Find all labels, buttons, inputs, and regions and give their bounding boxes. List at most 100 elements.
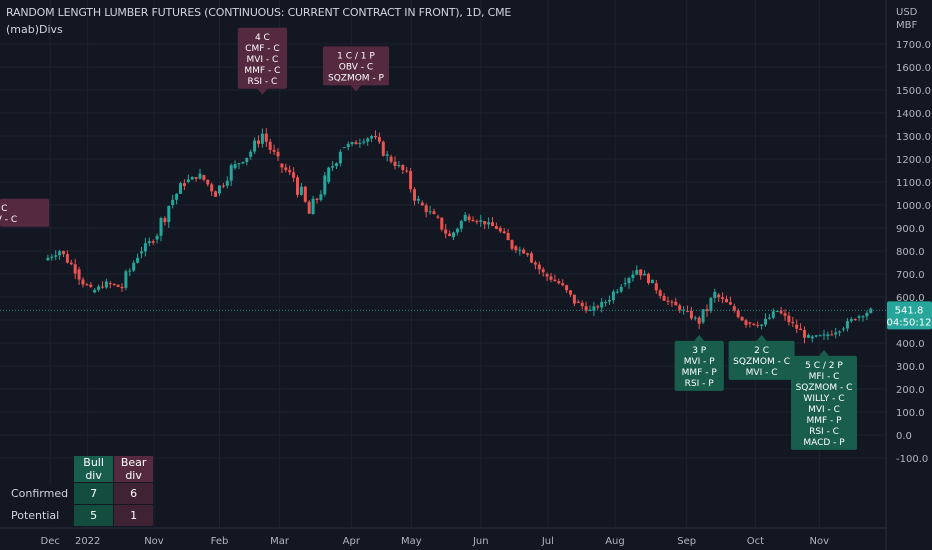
- candle: [444, 223, 448, 239]
- candle: [62, 250, 65, 258]
- candle: [689, 307, 693, 321]
- candle-body: [455, 228, 459, 233]
- label-pointer: [694, 334, 705, 341]
- candle-body: [689, 310, 693, 319]
- candle-body: [693, 317, 697, 319]
- grid-lines: [0, 0, 886, 528]
- candle: [709, 296, 713, 314]
- candle: [565, 284, 569, 293]
- candle-body: [604, 301, 608, 303]
- candle: [611, 289, 615, 304]
- candle: [791, 316, 795, 328]
- candle-body: [452, 232, 455, 238]
- candle: [713, 288, 717, 303]
- label-line: MVI - P: [684, 357, 716, 367]
- indicator-name[interactable]: (mab)Divs: [6, 23, 63, 36]
- candle-body: [249, 151, 253, 157]
- candle-body: [506, 233, 510, 241]
- y-tick-label: 900.0: [896, 224, 925, 235]
- x-tick-label: Nov: [144, 536, 164, 547]
- candle-body: [760, 324, 764, 326]
- candle: [315, 197, 319, 204]
- candle: [502, 227, 506, 234]
- candle-body: [420, 202, 424, 206]
- candle: [674, 297, 678, 306]
- candle: [405, 166, 409, 174]
- candle-body: [303, 186, 307, 202]
- candle-body: [214, 191, 218, 197]
- candle: [705, 304, 709, 317]
- candle-body: [569, 290, 572, 295]
- candle-body: [413, 189, 416, 201]
- candle-body: [190, 177, 194, 180]
- candle: [697, 315, 701, 330]
- candle-body: [198, 173, 202, 179]
- candle: [424, 203, 428, 218]
- candle-body: [502, 231, 506, 234]
- candle-body: [225, 180, 229, 186]
- candle-body: [147, 241, 151, 244]
- candle-body: [799, 328, 803, 331]
- candle: [108, 280, 112, 289]
- candle: [385, 150, 389, 162]
- label-line: MVI - C: [246, 55, 278, 65]
- candle-body: [498, 228, 502, 232]
- candle-body: [299, 186, 303, 195]
- candle-body: [167, 206, 171, 223]
- candle: [331, 161, 335, 171]
- candle: [557, 278, 561, 285]
- candle-body: [276, 151, 280, 157]
- candle-body: [124, 271, 128, 288]
- label-line: 2 C: [754, 346, 769, 356]
- candle: [299, 182, 303, 196]
- candle: [822, 329, 826, 340]
- candle: [459, 219, 463, 233]
- candle: [748, 321, 752, 328]
- bear-divergence-label: 1 COBV - C: [0, 198, 50, 227]
- candle: [752, 323, 756, 326]
- candle: [147, 237, 151, 247]
- candle: [179, 181, 182, 194]
- candle-body: [767, 317, 771, 319]
- table-header-row: Bull div Bear div: [1, 456, 154, 482]
- chart-title: RANDOM LENGTH LUMBER FUTURES (CONTINUOUS…: [6, 6, 512, 19]
- candle: [409, 167, 413, 193]
- candle: [69, 259, 73, 266]
- candle: [787, 311, 791, 326]
- x-tick-label: Dec: [41, 536, 60, 547]
- candle-body: [229, 165, 233, 181]
- candle-body: [58, 251, 62, 256]
- candle-body: [432, 211, 436, 214]
- candle: [167, 205, 171, 228]
- table-row: Potential 5 1: [1, 505, 154, 526]
- candle: [206, 179, 210, 187]
- candle-body: [861, 316, 865, 318]
- candle: [124, 269, 128, 291]
- candle-body: [561, 283, 565, 286]
- candle: [307, 199, 311, 214]
- candle-body: [553, 279, 557, 282]
- table-row: Confirmed 7 6: [1, 483, 154, 504]
- candle-body: [736, 310, 740, 318]
- candle-body: [73, 264, 77, 274]
- candle-body: [116, 284, 120, 287]
- candle: [190, 176, 194, 180]
- candle-body: [362, 141, 366, 143]
- candle-body: [818, 335, 822, 337]
- candle-body: [93, 289, 97, 293]
- y-tick-label: 1700.0: [896, 40, 931, 51]
- candle-body: [635, 270, 639, 275]
- candle: [561, 279, 565, 287]
- candle-body: [779, 310, 783, 314]
- candle-body: [374, 136, 377, 138]
- candle: [647, 272, 650, 285]
- candle: [682, 306, 686, 315]
- x-tick-label: 2022: [75, 536, 100, 547]
- candle: [128, 268, 132, 277]
- candle: [771, 308, 775, 320]
- candle-body: [814, 335, 818, 337]
- candle: [370, 134, 374, 143]
